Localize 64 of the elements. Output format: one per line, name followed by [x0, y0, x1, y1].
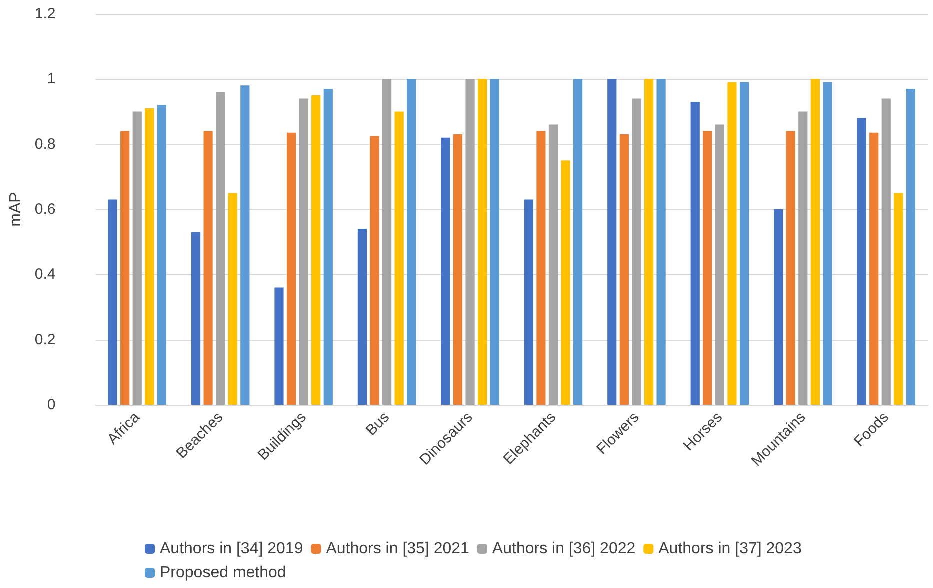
- bar: [394, 112, 404, 405]
- bar: [466, 79, 475, 405]
- bar: [574, 79, 583, 405]
- bar: [620, 134, 629, 405]
- legend-label: Authors in [37] 2023: [658, 540, 802, 558]
- bar: [536, 131, 546, 405]
- bar: [882, 98, 891, 405]
- y-tick-label: 0.4: [34, 266, 56, 284]
- bar: [358, 229, 368, 405]
- bar: [632, 98, 642, 405]
- bar: [810, 79, 820, 405]
- bar: [644, 79, 654, 405]
- bar: [478, 79, 488, 405]
- y-tick-label: 1.2: [34, 6, 56, 22]
- bar: [798, 112, 808, 405]
- bar: [324, 88, 333, 405]
- legend-label: Authors in [35] 2021: [326, 540, 470, 558]
- bar: [656, 79, 666, 405]
- bar: [823, 82, 832, 405]
- bar: [407, 79, 416, 405]
- bar: [453, 134, 463, 405]
- bar: [715, 124, 724, 405]
- bar: [108, 200, 118, 405]
- bar: [906, 88, 916, 405]
- bar: [490, 79, 500, 405]
- bar: [132, 112, 142, 405]
- x-tick-label: Bus: [362, 408, 394, 440]
- legend-label: Authors in [34] 2019: [160, 540, 304, 558]
- bar: [228, 193, 238, 405]
- bar: [441, 138, 450, 405]
- bar: [524, 200, 534, 405]
- bar: [786, 131, 796, 405]
- bar: [299, 98, 308, 405]
- bar: [382, 79, 392, 405]
- bar: [312, 95, 321, 405]
- bar: [286, 132, 296, 405]
- bar: [561, 160, 570, 405]
- bar: [548, 124, 558, 405]
- bar: [204, 131, 213, 405]
- legend-label: Authors in [36] 2022: [492, 540, 636, 558]
- bar: [191, 232, 201, 405]
- bar: [690, 102, 700, 405]
- y-tick-label: 0.8: [34, 136, 56, 153]
- y-tick-label: 1: [47, 70, 56, 88]
- bar: [145, 108, 154, 405]
- bar: [120, 131, 130, 405]
- bar: [870, 132, 879, 405]
- y-tick-label: 0.2: [34, 331, 56, 348]
- legend-label: Proposed method: [160, 564, 286, 582]
- bar: [216, 92, 226, 405]
- bar: [274, 288, 284, 405]
- bar: [857, 118, 866, 405]
- y-tick-label: 0: [47, 396, 56, 414]
- y-tick-label: 0.6: [34, 201, 56, 218]
- bar: [894, 193, 904, 405]
- bar: [703, 131, 712, 405]
- bar: [157, 105, 166, 405]
- bar: [774, 210, 784, 405]
- bar: [740, 82, 750, 405]
- bar: [240, 86, 250, 405]
- bar: [370, 136, 380, 405]
- bar: [608, 79, 617, 405]
- y-axis-title: mAP: [8, 192, 24, 227]
- bar: [728, 82, 737, 405]
